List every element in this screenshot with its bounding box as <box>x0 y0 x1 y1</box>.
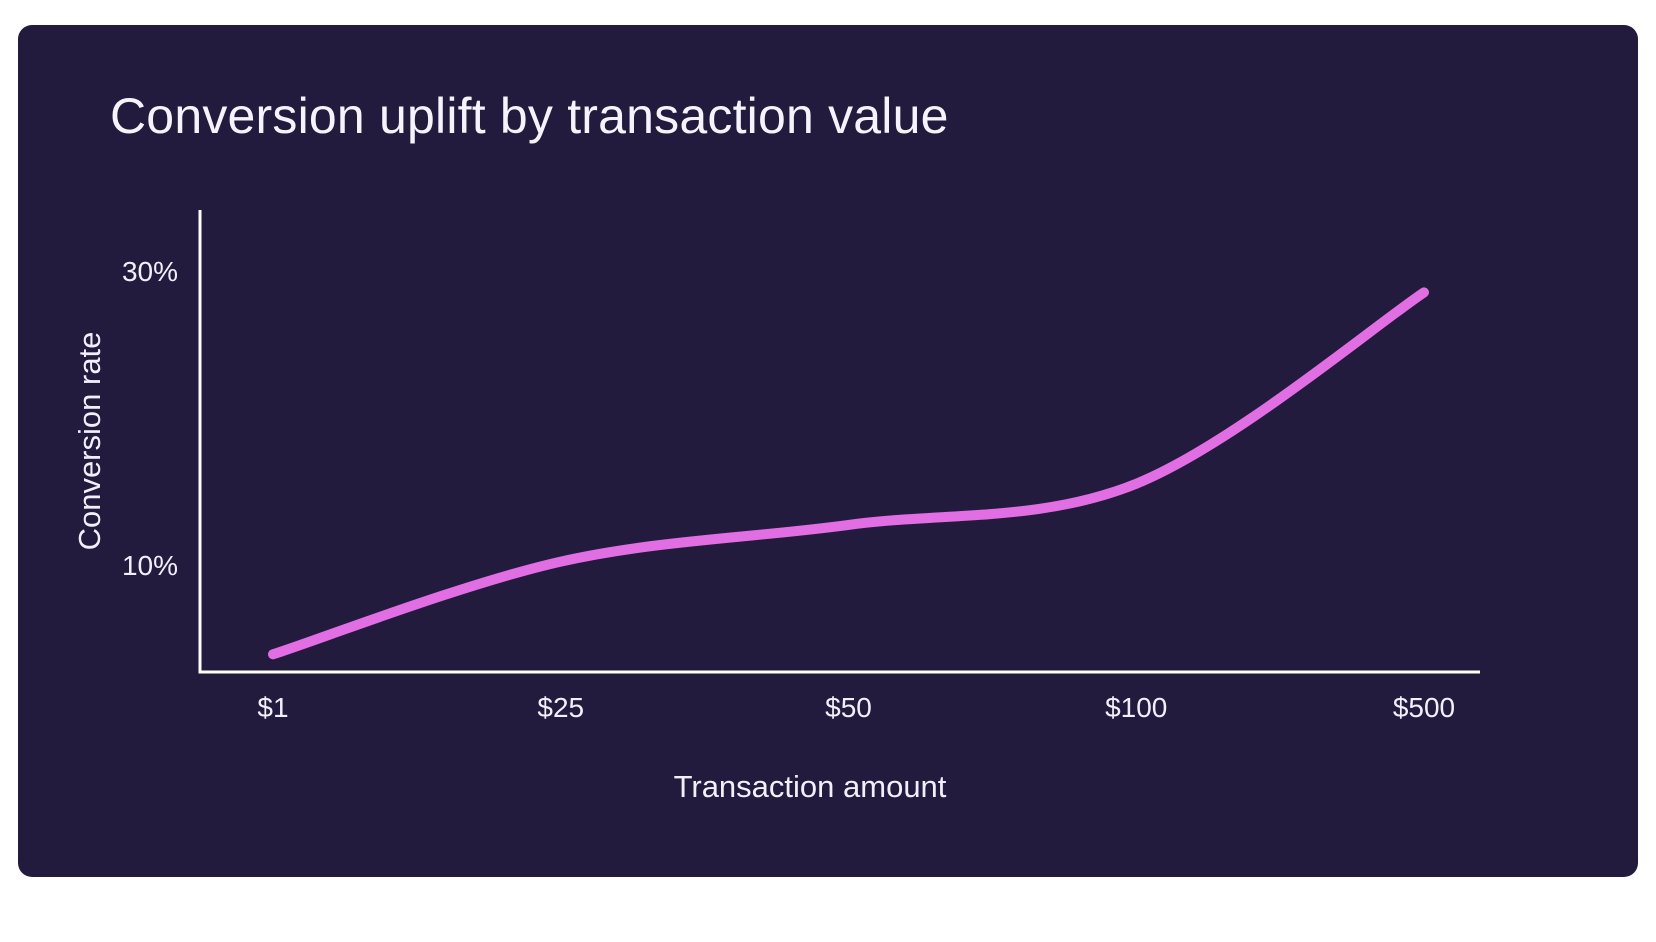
x-axis-title: Transaction amount <box>673 769 947 804</box>
x-tick-label: $1 <box>257 692 288 723</box>
x-tick-label: $50 <box>825 692 872 723</box>
line-chart: 10% 30% $1 $25 $50 $100 $500 <box>122 210 1480 723</box>
y-tick-label: 30% <box>122 256 178 287</box>
x-tick-label: $500 <box>1393 692 1455 723</box>
chart-title: Conversion uplift by transaction value <box>110 88 949 144</box>
x-tick-label: $100 <box>1105 692 1167 723</box>
chart-card: Conversion uplift by transaction value C… <box>18 25 1638 877</box>
x-tick-label: $25 <box>537 692 584 723</box>
series-line <box>268 287 1429 660</box>
y-tick-label: 10% <box>122 550 178 581</box>
